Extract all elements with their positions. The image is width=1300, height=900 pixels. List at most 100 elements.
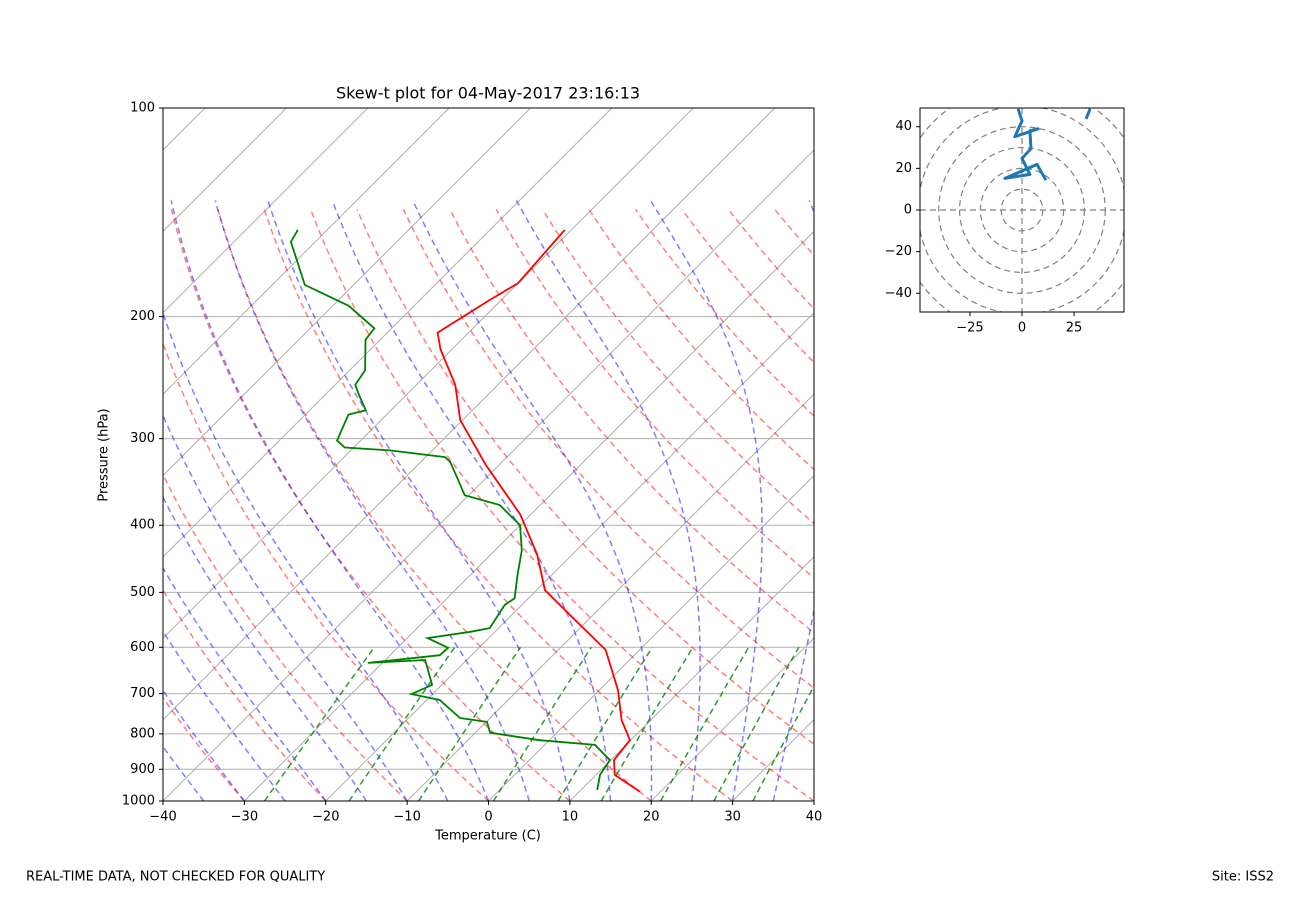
dry-adiabat (163, 588, 327, 801)
dry-adiabat (495, 208, 814, 579)
x-tick-label: 40 (806, 810, 823, 825)
moist-adiabat (163, 566, 327, 801)
isotherm (163, 108, 287, 233)
x-tick-label: −10 (393, 810, 420, 825)
x-tick-label: −30 (231, 810, 258, 825)
isotherm (650, 637, 814, 801)
dry-adiabat (1053, 209, 1300, 801)
isotherm (0, 108, 42, 801)
dry-adiabat (634, 208, 814, 417)
isotherm (813, 800, 814, 801)
mixing-ratio-line (557, 646, 653, 801)
x-tick-label: −20 (312, 810, 339, 825)
x-tick-label: −25 (956, 321, 983, 336)
dry-adiabat (163, 696, 245, 801)
x-tick-label: 25 (1066, 321, 1083, 336)
moist-adiabat (515, 200, 701, 801)
moist-adiabat (163, 413, 408, 801)
y-tick-label: −40 (885, 286, 912, 301)
dry-adiabat (960, 209, 1300, 801)
y-tick-label: 700 (130, 686, 155, 701)
isotherm (406, 393, 814, 801)
hodograph-data (1003, 108, 1092, 181)
moist-adiabat (772, 200, 814, 801)
dry-adiabat (867, 209, 1300, 801)
dry-adiabat (217, 209, 652, 801)
mixing-ratio-line (348, 646, 456, 801)
moist-adiabat (163, 689, 245, 801)
y-tick-label: 100 (130, 101, 155, 116)
isotherm (163, 149, 814, 801)
mixing-ratio-line (263, 646, 375, 801)
y-tick-label: 800 (130, 726, 155, 741)
dry-adiabat (163, 341, 490, 801)
dry-adiabat (163, 472, 408, 801)
mixing-ratio-line (600, 646, 694, 801)
y-tick-label: 400 (130, 518, 155, 533)
y-tick-label: 1000 (122, 794, 155, 809)
isotherm (325, 312, 814, 801)
x-tick-label: 20 (643, 810, 660, 825)
mixing-ratio-line (418, 646, 522, 801)
y-tick-label: 0 (904, 203, 912, 218)
dry-adiabat (588, 208, 814, 471)
mixing-ratio-line (659, 646, 750, 801)
dry-adiabat (774, 208, 814, 257)
dry-adiabat (541, 208, 814, 525)
x-tick-label: 10 (562, 810, 579, 825)
mixing-ratio-line (752, 684, 814, 801)
y-tick-label: 600 (130, 640, 155, 655)
dry-adiabat (309, 209, 814, 801)
isotherm (163, 108, 369, 314)
moist-adiabat (331, 200, 612, 801)
isotherm (488, 474, 814, 801)
skewt-frame (162, 107, 815, 802)
moist-adiabat (163, 310, 449, 801)
footer-note: REAL-TIME DATA, NOT CHECKED FOR QUALITY (26, 870, 325, 885)
y-axis-label: Pressure (hPa) (97, 408, 112, 501)
isotherm (569, 556, 814, 801)
x-tick-label: −40 (149, 810, 176, 825)
x-tick-label: 0 (484, 810, 492, 825)
moist-adiabat (163, 495, 368, 801)
hodograph-background (920, 108, 1124, 312)
isotherm (163, 108, 613, 558)
isotherm (244, 230, 814, 801)
hodograph-line (1003, 108, 1092, 181)
y-tick-label: 20 (895, 161, 912, 176)
mixing-ratio-line (492, 646, 592, 801)
moist-adiabat (163, 630, 286, 801)
y-tick-label: 900 (130, 762, 155, 777)
chart-title: Skew-t plot for 04-May-2017 23:16:13 (336, 84, 640, 103)
dry-adiabat (681, 208, 814, 364)
y-tick-label: 200 (130, 309, 155, 324)
mixing-ratio-line (713, 646, 800, 801)
dry-adiabat (449, 208, 814, 634)
y-tick-label: 500 (130, 585, 155, 600)
dry-adiabat (263, 209, 734, 801)
dry-adiabat (914, 209, 1300, 801)
dry-adiabat (1007, 209, 1300, 801)
y-tick-label: 300 (130, 431, 155, 446)
moist-adiabat (214, 200, 530, 801)
dry-adiabat (402, 208, 814, 689)
skewt-background (0, 108, 1300, 801)
dry-adiabat (356, 208, 814, 746)
moist-adiabat (170, 200, 490, 801)
x-tick-label: 30 (724, 810, 741, 825)
profile-line (436, 229, 641, 793)
y-tick-label: 40 (895, 119, 912, 134)
x-axis-label: Temperature (C) (434, 829, 541, 844)
site-label: Site: ISS2 (1212, 870, 1274, 885)
moist-adiabat (412, 200, 653, 801)
isotherm (732, 718, 814, 801)
x-tick-label: 0 (1018, 321, 1026, 336)
isotherm (163, 108, 694, 639)
dry-adiabat (170, 209, 571, 801)
profile-line (289, 229, 612, 791)
skewt-data (289, 229, 641, 793)
moist-adiabat (649, 200, 763, 801)
